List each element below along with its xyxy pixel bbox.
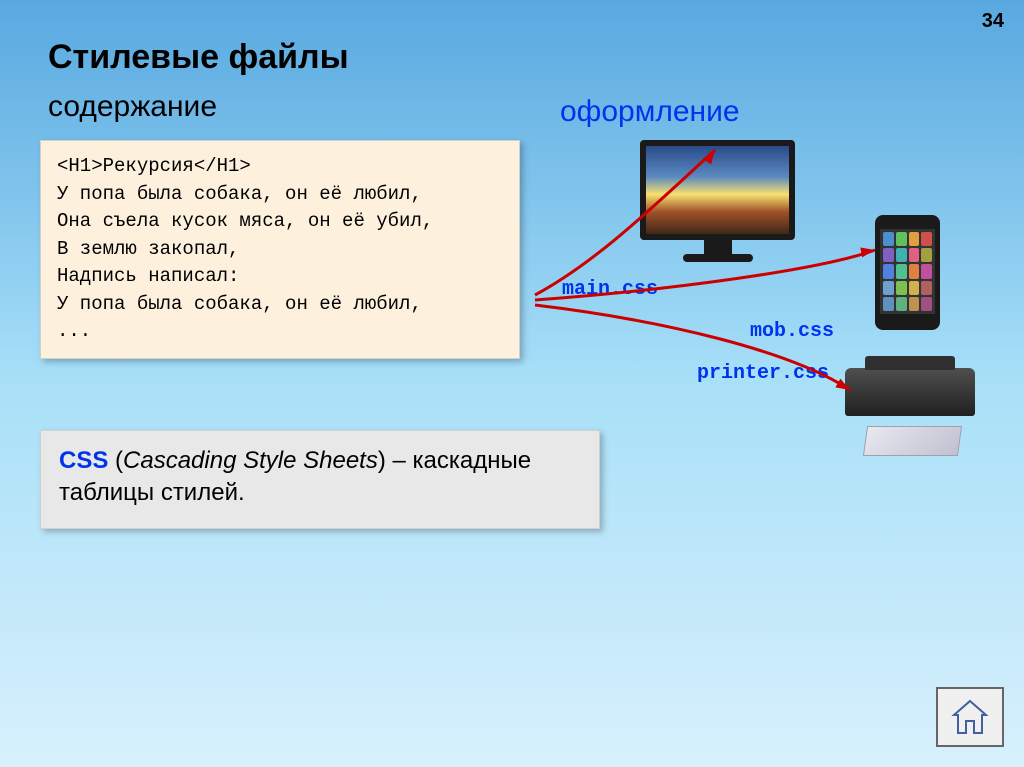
home-icon bbox=[950, 699, 990, 735]
label-main-css: main.css bbox=[562, 278, 658, 301]
subtitle-design: оформление bbox=[560, 95, 740, 129]
css-expansion: Cascading Style Sheets bbox=[123, 447, 378, 474]
slide-title: Стилевые файлы bbox=[48, 38, 349, 77]
css-paren-open: ( bbox=[115, 447, 123, 474]
subtitle-content: содержание bbox=[48, 90, 217, 124]
monitor-icon bbox=[640, 140, 795, 270]
css-paren-close: ) bbox=[378, 447, 386, 474]
css-abbr: CSS bbox=[59, 447, 108, 474]
printer-icon bbox=[845, 368, 975, 438]
label-mob-css: mob.css bbox=[750, 320, 834, 343]
label-printer-css: printer.css bbox=[697, 362, 829, 385]
home-button[interactable] bbox=[936, 687, 1004, 747]
page-number: 34 bbox=[982, 10, 1004, 33]
phone-icon bbox=[875, 215, 940, 330]
code-block: <H1>Рекурсия</H1> У попа была собака, он… bbox=[40, 140, 520, 359]
css-definition: CSS (Cascading Style Sheets) – каскадные… bbox=[40, 430, 600, 529]
